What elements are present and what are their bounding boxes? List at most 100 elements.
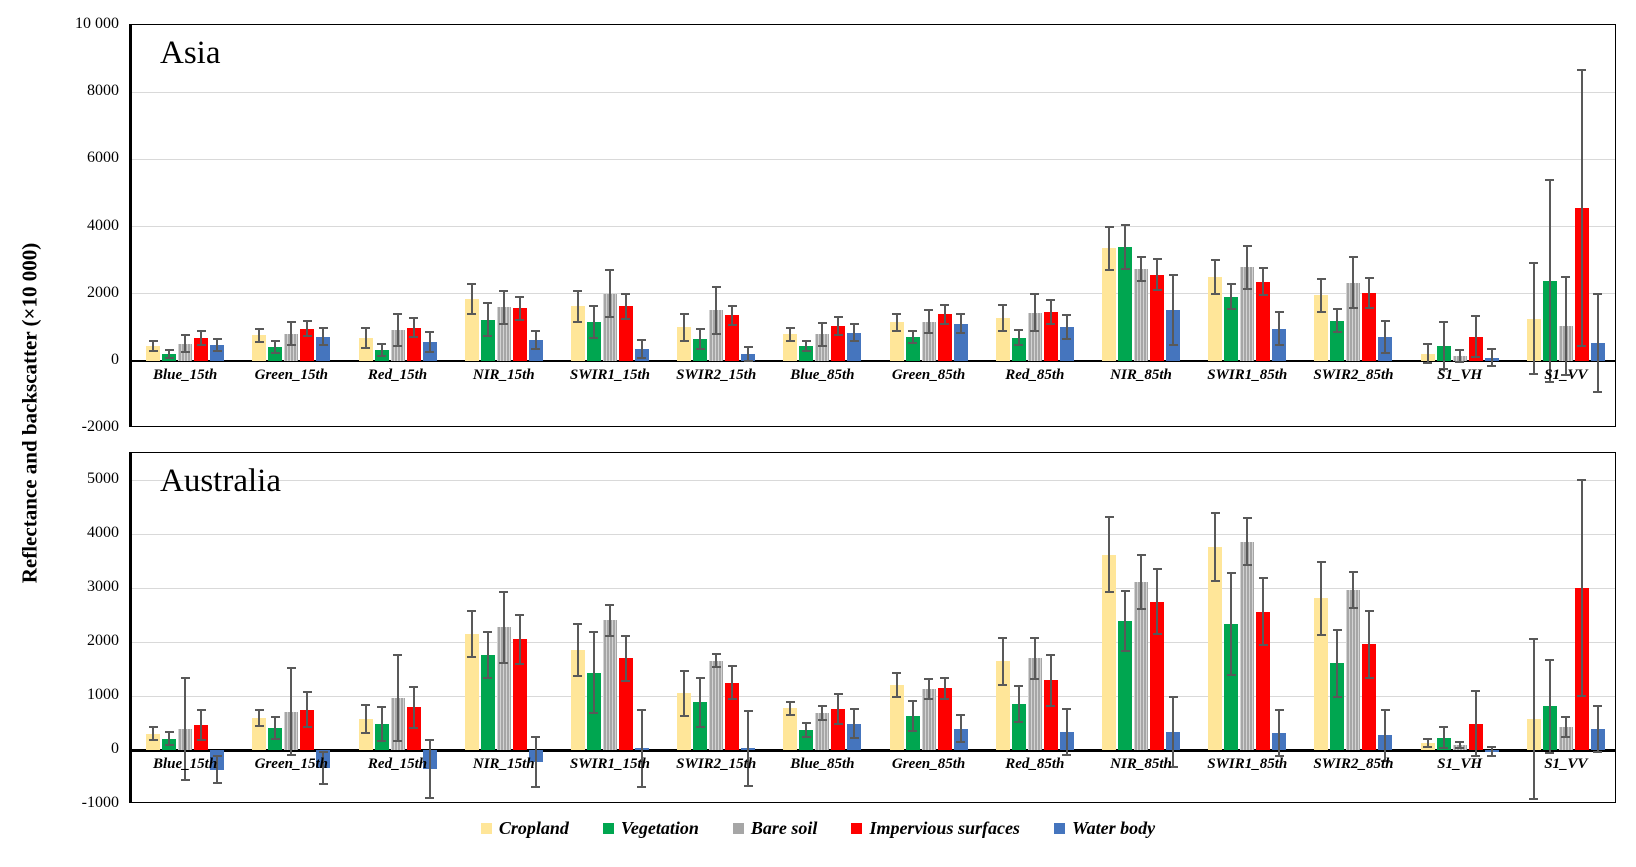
error-bar-line xyxy=(258,710,261,727)
error-bar-cap-bottom xyxy=(573,675,583,678)
error-bar-cap-top xyxy=(377,705,387,708)
error-bar-cap-bottom xyxy=(425,350,435,353)
error-bar-cap-top xyxy=(743,709,753,712)
bar xyxy=(512,308,527,361)
category-label: Blue_15th xyxy=(153,366,218,383)
error-bar-cap-top xyxy=(212,755,222,758)
error-bar-line xyxy=(821,706,824,721)
bar xyxy=(937,688,952,750)
error-bar-cap-bottom xyxy=(212,782,222,785)
error-bar-line xyxy=(715,654,718,668)
error-bar-cap-bottom xyxy=(270,737,280,740)
bar xyxy=(146,733,161,750)
error-bar-cap-top xyxy=(1014,685,1024,688)
error-bar-cap-top xyxy=(1439,725,1449,728)
legend-item: Water body xyxy=(1053,818,1155,839)
gridline xyxy=(132,587,1615,589)
y-tick-label: 2000 xyxy=(87,283,119,301)
error-bar-cap-top xyxy=(1316,560,1326,563)
error-bar-line xyxy=(1049,654,1052,706)
error-bar-cap-top xyxy=(1348,571,1358,574)
bar xyxy=(1314,598,1329,750)
error-bar-line xyxy=(152,727,155,741)
error-bar-line xyxy=(683,670,686,716)
error-bar-cap-top xyxy=(1380,320,1390,323)
error-bar-cap-top xyxy=(1242,244,1252,247)
error-bar-line xyxy=(200,331,203,345)
error-bar-cap-top xyxy=(515,614,525,616)
error-bar-cap-top xyxy=(605,269,615,272)
error-bar-cap-top xyxy=(785,326,795,329)
zero-axis-line xyxy=(132,359,1615,363)
error-bar-cap-top xyxy=(1152,568,1162,571)
bar xyxy=(1150,274,1165,361)
error-bar-cap-top xyxy=(393,653,403,656)
error-bar-line xyxy=(486,303,489,336)
error-bar-cap-bottom xyxy=(1380,352,1390,355)
error-bar-cap-top xyxy=(1364,276,1374,279)
error-bar-cap-bottom xyxy=(1593,750,1603,753)
error-bar-line xyxy=(1532,639,1535,800)
error-bar-cap-top xyxy=(1062,707,1072,710)
error-bar-cap-bottom xyxy=(1471,754,1481,757)
error-bar-line xyxy=(168,349,171,358)
error-bar-line xyxy=(1156,569,1159,634)
error-bar-cap-top xyxy=(1104,515,1114,518)
y-tick-label: 3000 xyxy=(87,578,119,595)
error-bar-cap-bottom xyxy=(998,683,1008,686)
bar xyxy=(480,654,495,750)
error-bar-cap-bottom xyxy=(1364,676,1374,679)
bar xyxy=(1346,282,1361,361)
category-label: NIR_15th xyxy=(472,366,535,383)
error-bar-line xyxy=(1336,308,1339,333)
bar xyxy=(1208,546,1223,750)
error-bar-line xyxy=(1140,554,1143,609)
bar xyxy=(1558,726,1573,750)
error-bar-cap-top xyxy=(1561,716,1571,719)
category-label: S1_VV xyxy=(1544,366,1588,383)
error-bar-line xyxy=(715,286,718,334)
error-bar-cap-bottom xyxy=(1332,331,1342,334)
panel-australia: Australia Blue_15th Green_15th Red_15th NIR_… xyxy=(129,452,1616,803)
category-label: Red_15th xyxy=(367,366,428,383)
category-label: Blue_85th xyxy=(790,756,855,772)
error-bar-cap-bottom xyxy=(1104,591,1114,594)
bar xyxy=(677,327,692,361)
error-bar-cap-bottom xyxy=(892,696,902,699)
legend-swatch xyxy=(480,823,492,834)
error-bar-line xyxy=(640,339,643,359)
category-label: Green_15th xyxy=(254,756,328,772)
error-bar-line xyxy=(576,624,579,676)
error-bar-cap-bottom xyxy=(1577,695,1587,697)
panel-title: Australia xyxy=(160,463,281,499)
error-bar-cap-bottom xyxy=(318,783,328,786)
error-bar-line xyxy=(1246,518,1249,565)
error-bar-line xyxy=(1049,300,1052,324)
error-bar-cap-bottom xyxy=(1046,322,1056,325)
error-bar-line xyxy=(1548,180,1551,382)
error-bar-line xyxy=(1548,659,1551,753)
bar xyxy=(725,315,740,361)
bar xyxy=(1224,624,1239,750)
bar xyxy=(709,310,724,361)
bar xyxy=(602,620,617,750)
category-label: SWIR2_15th xyxy=(676,756,757,772)
error-bar-line xyxy=(428,331,431,352)
error-bar-cap-top xyxy=(499,591,509,594)
error-bar-cap-bottom xyxy=(1529,373,1539,376)
error-bar-line xyxy=(502,592,505,663)
category-label: NIR_85th xyxy=(1110,756,1172,772)
error-bar-line xyxy=(805,341,808,352)
error-bar-cap-bottom xyxy=(695,348,705,351)
bar xyxy=(1011,704,1026,750)
error-bar-cap-bottom xyxy=(1561,373,1571,376)
error-bar-line xyxy=(1458,349,1461,362)
bar xyxy=(1362,292,1377,361)
error-bar-cap-top xyxy=(196,708,206,711)
error-bar-line xyxy=(911,330,914,343)
error-bar-cap-bottom xyxy=(892,329,902,332)
error-bar-line xyxy=(1532,263,1535,375)
error-bar-cap-top xyxy=(270,716,280,719)
error-bar-line xyxy=(1172,697,1175,768)
error-bar-line xyxy=(1124,225,1127,270)
